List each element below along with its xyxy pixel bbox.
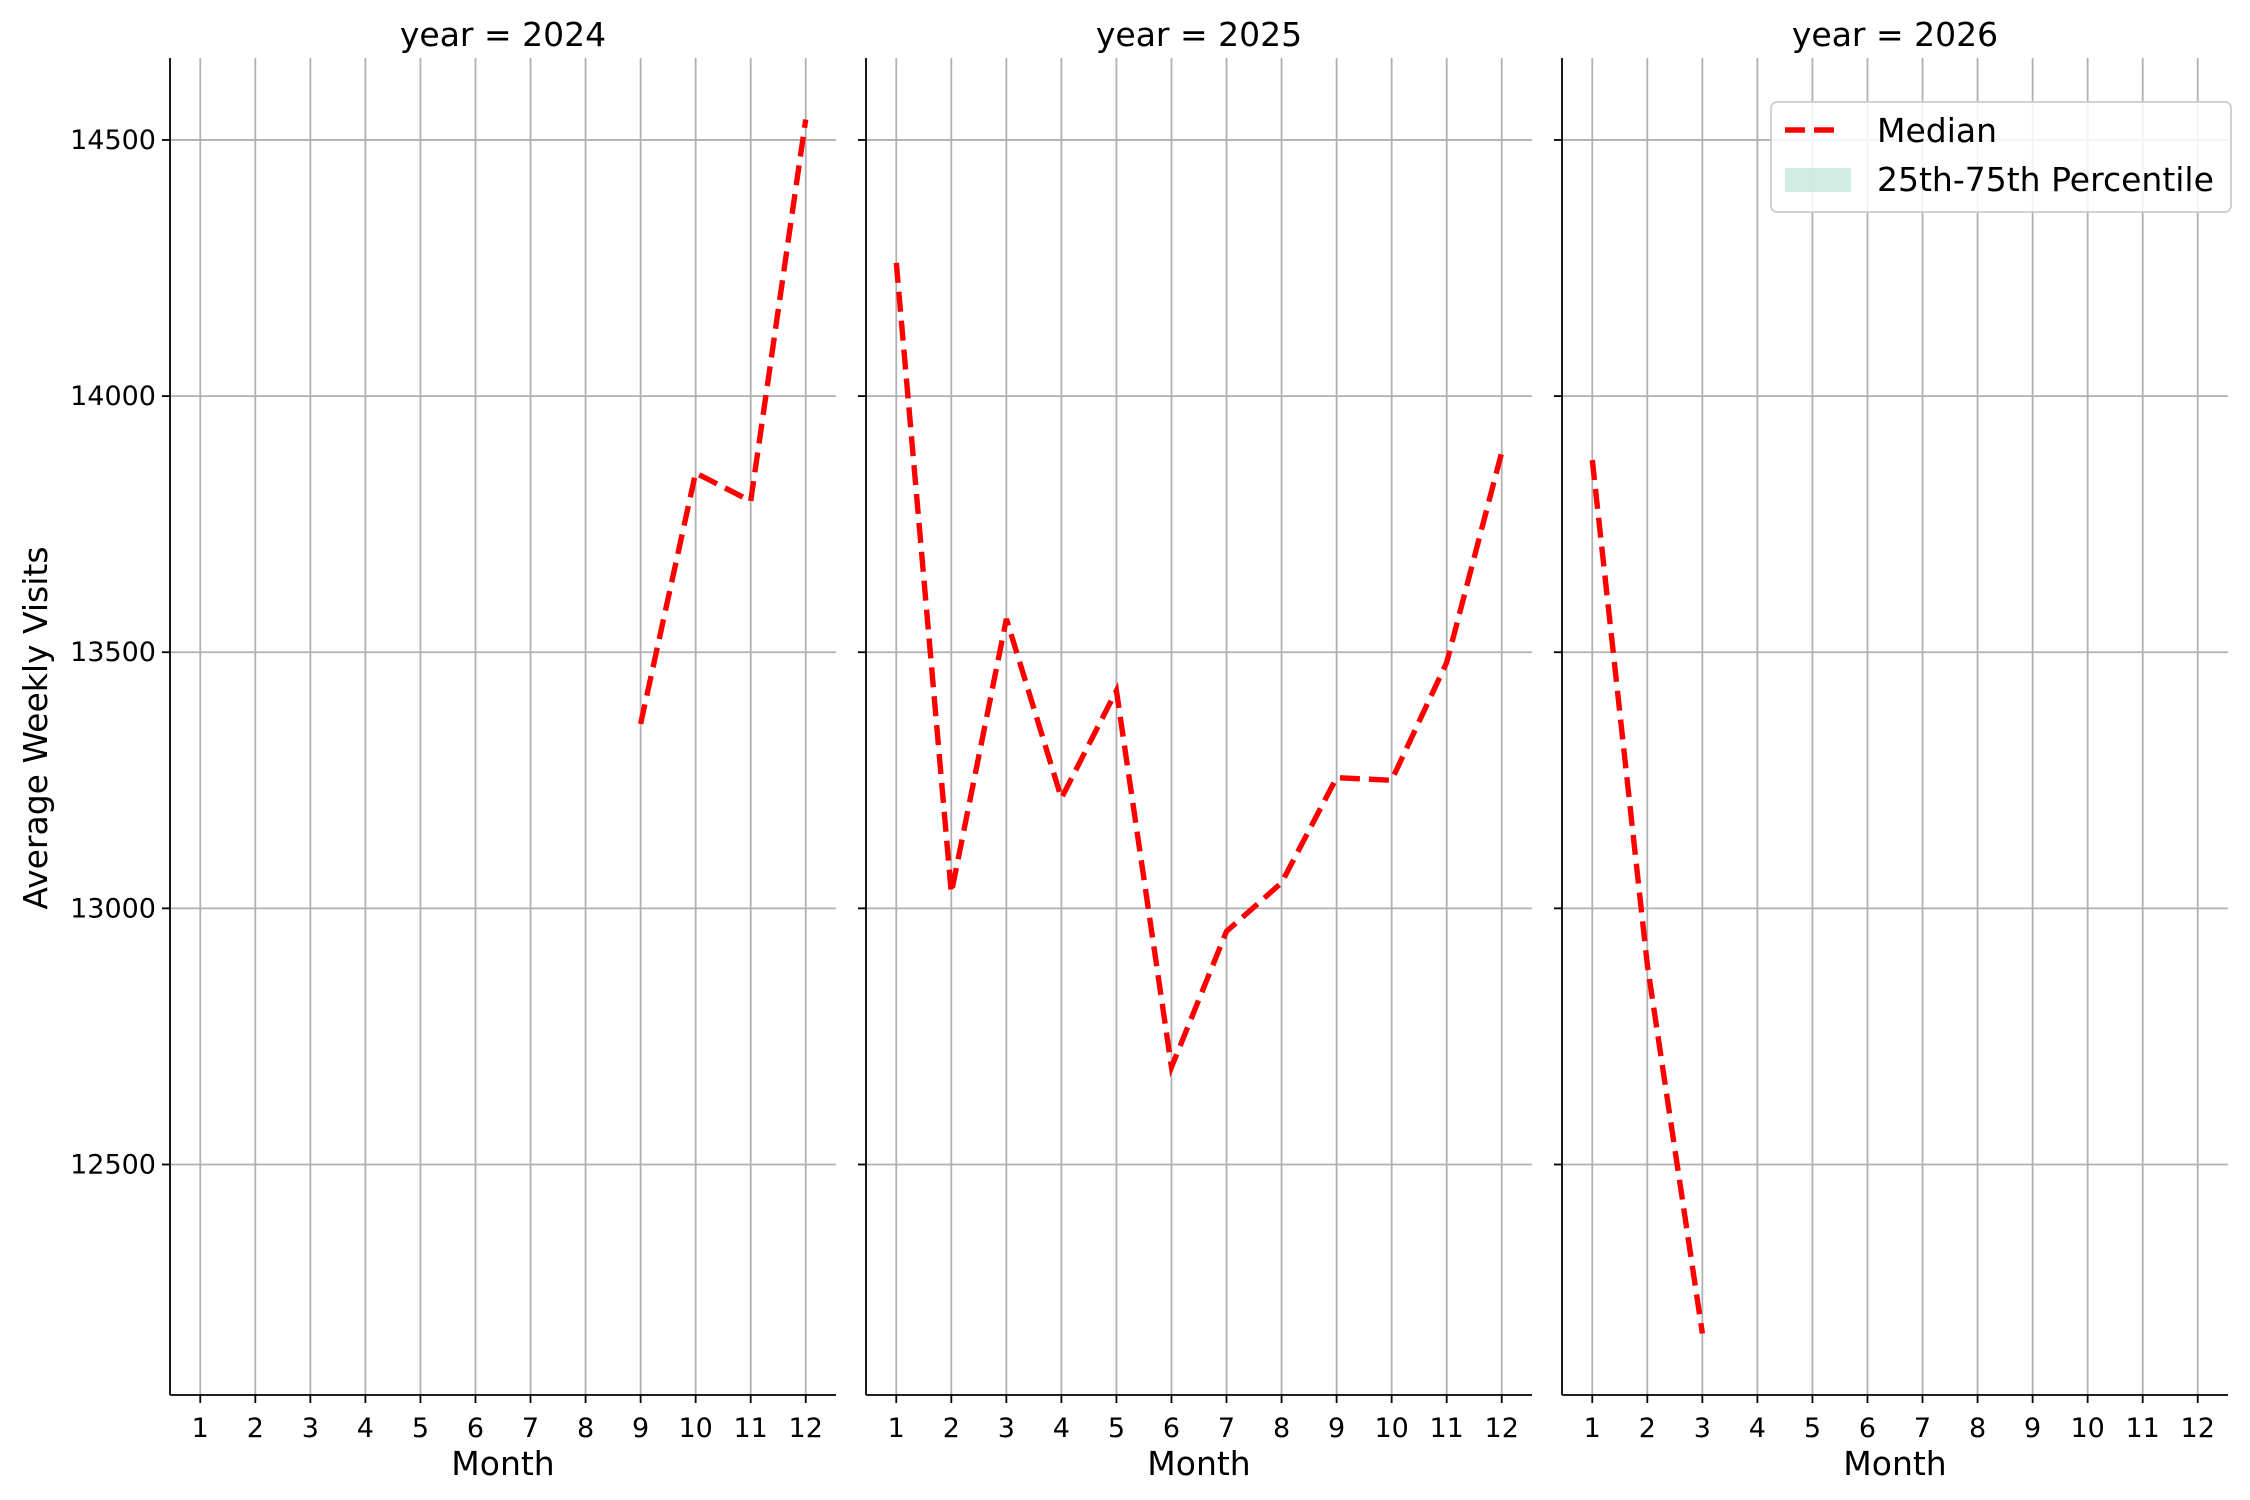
x-tick-label: 6 (1163, 1413, 1180, 1444)
x-tick-label: 9 (632, 1413, 649, 1444)
legend-median-label: Median (1877, 111, 1997, 150)
legend-percentile-label: 25th-75th Percentile (1877, 160, 2214, 199)
x-tick-label: 10 (1374, 1413, 1408, 1444)
panel-title: year = 2025 (1096, 15, 1302, 54)
x-tick-label: 7 (1218, 1413, 1235, 1444)
x-tick-label: 1 (192, 1413, 209, 1444)
x-tick-label: 10 (678, 1413, 712, 1444)
x-tick-label: 5 (412, 1413, 429, 1444)
x-tick-label: 8 (1969, 1413, 1986, 1444)
x-tick-label: 3 (1694, 1413, 1711, 1444)
facet-panel-1: 1 2 3 4 5 6 7 8 9 10 11 121250013000135001400014500… (70, 15, 836, 1483)
x-axis-label: Month (451, 1444, 554, 1483)
y-tick-label: 14000 (70, 381, 156, 412)
x-tick-label: 6 (467, 1413, 484, 1444)
x-tick-label: 10 (2070, 1413, 2104, 1444)
x-tick-label: 9 (2024, 1413, 2041, 1444)
panel-title: year = 2024 (400, 15, 606, 54)
x-tick-label: 4 (357, 1413, 374, 1444)
median-line (1589, 459, 1706, 1334)
x-tick-label: 1 (888, 1413, 905, 1444)
y-tick-label: 12500 (70, 1149, 156, 1180)
x-tick-label: 11 (734, 1413, 768, 1444)
x-tick-label: 12 (2181, 1413, 2215, 1444)
y-tick-label: 14500 (70, 125, 156, 156)
x-tick-label: 9 (1328, 1413, 1345, 1444)
x-tick-label: 1 (1584, 1413, 1601, 1444)
facet-panels: 1 2 3 4 5 6 7 8 9 10 11 121250013000135001400014500… (70, 15, 2228, 1483)
x-tick-label: 3 (998, 1413, 1015, 1444)
x-axis-label: Month (1843, 1444, 1946, 1483)
x-tick-label: 2 (943, 1413, 960, 1444)
x-tick-label: 12 (1485, 1413, 1519, 1444)
x-tick-label: 4 (1749, 1413, 1766, 1444)
panel-title: year = 2026 (1792, 15, 1998, 54)
x-axis-label: Month (1147, 1444, 1250, 1483)
x-tick-label: 4 (1053, 1413, 1070, 1444)
x-tick-label: 11 (1430, 1413, 1464, 1444)
x-tick-label: 3 (302, 1413, 319, 1444)
x-tick-label: 8 (1273, 1413, 1290, 1444)
x-tick-label: 6 (1859, 1413, 1876, 1444)
y-tick-label: 13500 (70, 637, 156, 668)
median-line (893, 262, 1505, 1078)
x-tick-label: 5 (1108, 1413, 1125, 1444)
legend: Median 25th-75th Percentile (1770, 101, 2232, 213)
x-tick-label: 8 (577, 1413, 594, 1444)
x-tick-label: 12 (789, 1413, 823, 1444)
median-line (637, 119, 809, 725)
x-tick-label: 7 (522, 1413, 539, 1444)
x-tick-label: 5 (1804, 1413, 1821, 1444)
x-tick-label: 7 (1914, 1413, 1931, 1444)
y-axis-label: Average Weekly Visits (16, 546, 55, 909)
x-tick-label: 11 (2126, 1413, 2160, 1444)
legend-percentile-swatch (1785, 168, 1851, 192)
legend-box (1770, 101, 2232, 213)
y-tick-label: 13000 (70, 893, 156, 924)
x-tick-label: 2 (1639, 1413, 1656, 1444)
x-tick-label: 2 (247, 1413, 264, 1444)
